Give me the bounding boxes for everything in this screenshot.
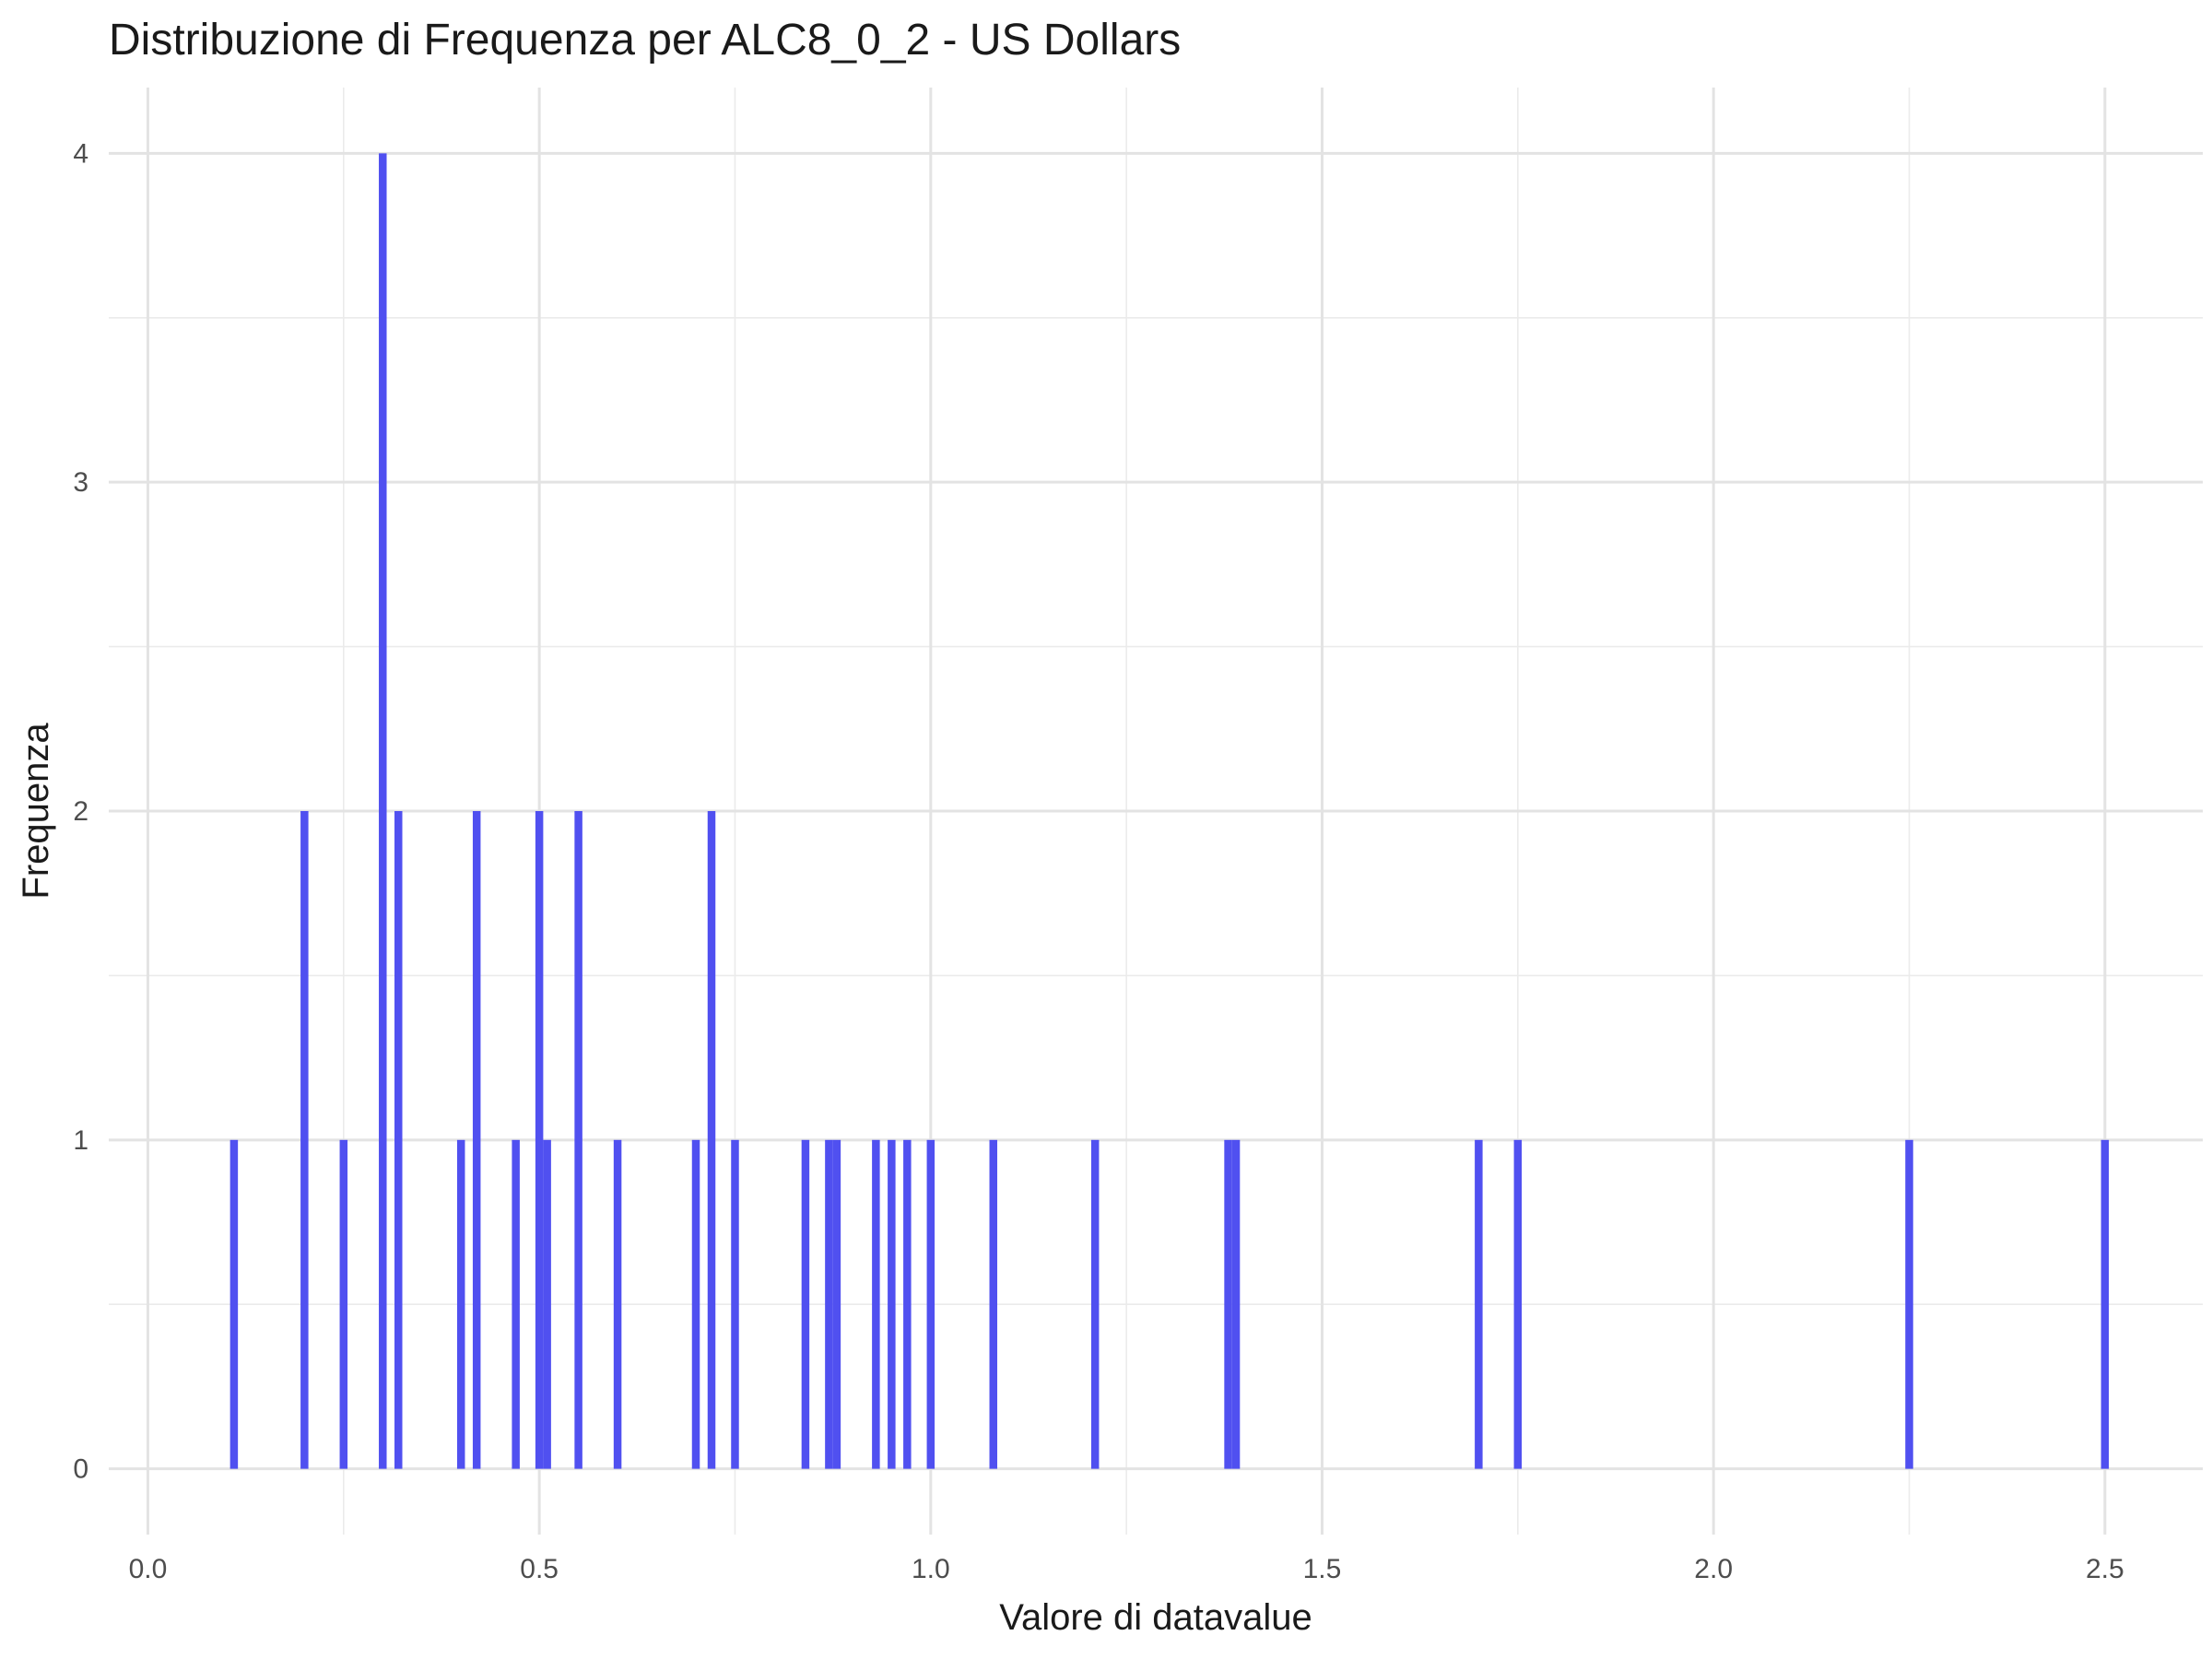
histogram-bar [339,1139,348,1469]
histogram-bar [926,1139,935,1469]
histogram-bar [543,1139,551,1469]
x-tick-label: 1.0 [912,1554,950,1584]
histogram-bar [300,811,309,1469]
x-tick-label: 2.0 [1694,1554,1733,1584]
y-tick-label: 4 [73,138,88,169]
y-tick-label: 2 [73,796,88,827]
histogram-bar [2100,1139,2110,1469]
histogram-bar [1513,1139,1523,1469]
histogram-bar [1090,1139,1100,1469]
y-tick-label: 1 [73,1125,88,1156]
histogram-bar [456,1139,465,1469]
histogram-bar [707,811,716,1469]
histogram-bar [903,1139,912,1469]
histogram-bar [989,1139,998,1469]
histogram-bar [394,811,403,1469]
histogram-bar [512,1139,520,1469]
histogram-bars [229,153,2110,1469]
histogram-bar [888,1139,896,1469]
y-axis-tick-labels: 0 1 2 3 4 [73,138,88,1484]
x-axis-title: Valore di datavalue [999,1597,1312,1638]
y-tick-label: 3 [73,467,88,498]
histogram-bar [613,1139,622,1469]
histogram-bar [825,1139,833,1469]
histogram-bar [574,811,582,1469]
histogram-bar [1224,1139,1232,1469]
x-tick-label: 1.5 [1303,1554,1342,1584]
major-gridlines [109,88,2203,1535]
x-tick-label: 0.0 [129,1554,168,1584]
histogram-bar [872,1139,880,1469]
y-tick-label: 0 [73,1454,88,1485]
histogram-bar [472,811,481,1469]
histogram-bar [379,153,387,1469]
histogram-bar [691,1139,700,1469]
histogram-bar [1231,1139,1241,1469]
histogram-bar [1905,1139,1913,1469]
y-axis-title: Frequenza [16,723,56,900]
histogram-bar [832,1139,841,1469]
histogram-bar [731,1139,739,1469]
chart-title: Distribuzione di Frequenza per ALC8_0_2 … [109,16,1182,65]
histogram-bar [1475,1139,1483,1469]
histogram-bar [229,1139,239,1469]
histogram-bar [535,811,544,1469]
histogram-bar [801,1139,810,1469]
x-tick-label: 0.5 [520,1554,559,1584]
x-axis-tick-labels: 0.0 0.5 1.0 1.5 2.0 2.5 [129,1554,2124,1584]
x-tick-label: 2.5 [2086,1554,2124,1584]
